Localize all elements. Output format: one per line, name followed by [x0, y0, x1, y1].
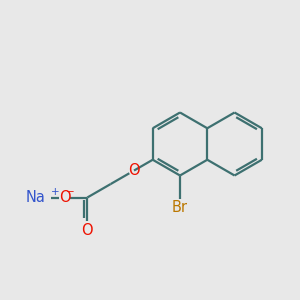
Text: Na: Na — [26, 190, 46, 205]
Text: O: O — [128, 163, 140, 178]
Text: Br: Br — [172, 200, 188, 215]
Text: −: − — [66, 187, 75, 197]
Text: O: O — [59, 190, 70, 205]
Text: +: + — [51, 187, 60, 197]
Text: O: O — [81, 223, 93, 238]
